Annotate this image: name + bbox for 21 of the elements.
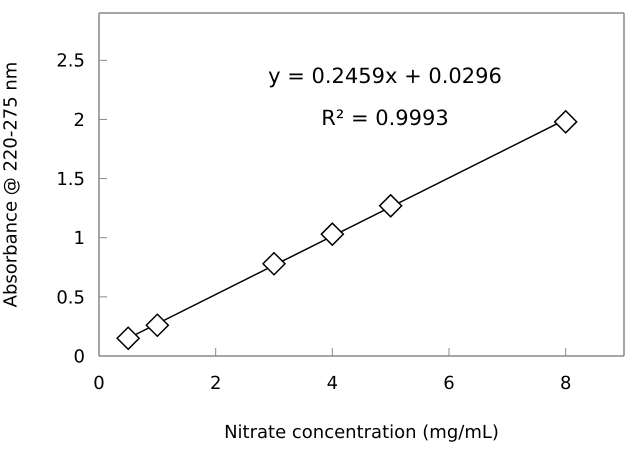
annotation: y = 0.2459x + 0.0296 [267, 64, 503, 88]
y-tick-label: 2.5 [56, 50, 85, 72]
point [320, 222, 344, 246]
x-tick-label: 0 [93, 372, 105, 394]
point [262, 252, 286, 276]
x-tick-label: 2 [210, 372, 222, 394]
y-tick-label: 1.5 [56, 168, 85, 190]
x-axis-title: Nitrate concentration (mg/mL) [224, 422, 499, 443]
annotation: R² = 0.9993 [320, 106, 450, 130]
y-tick-label: 1 [74, 228, 85, 250]
x-tick-label: 4 [326, 372, 338, 394]
y-axis-title: Absorbance @ 220-275 nm [0, 62, 22, 308]
y-tick-label: 0 [74, 346, 85, 368]
point [146, 314, 170, 337]
point [554, 110, 578, 134]
point [378, 194, 402, 218]
x-tick-label: 8 [560, 372, 572, 394]
point [116, 326, 140, 350]
y-tick-label: 2 [74, 110, 85, 131]
x-tick-label: 6 [443, 372, 455, 394]
y-tick-label: 0.5 [56, 287, 85, 308]
